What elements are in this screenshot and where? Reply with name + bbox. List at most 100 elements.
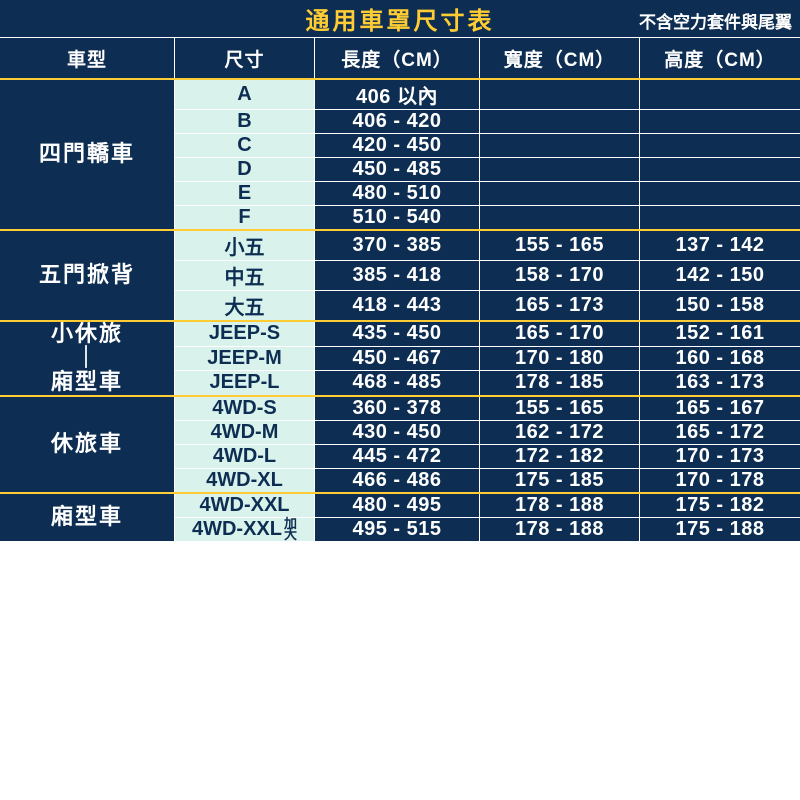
- height-cell: [640, 158, 800, 181]
- width-cell: 165 - 173: [480, 291, 640, 320]
- size-cell: 小五: [175, 231, 315, 260]
- width-cell: 178 - 188: [480, 494, 640, 517]
- header-width: 寬度（CM）: [480, 38, 640, 78]
- width-cell: 155 - 165: [480, 397, 640, 420]
- table-row: 小五370 - 385155 - 165137 - 142: [175, 231, 800, 261]
- table-body: 四門轎車A406 以內B406 - 420C420 - 450D450 - 48…: [0, 80, 800, 800]
- height-cell: [640, 134, 800, 157]
- size-cell: 4WD-S: [175, 397, 315, 420]
- group-rows: JEEP-S435 - 450165 - 170152 - 161JEEP-M4…: [175, 322, 800, 395]
- table-group: 五門掀背小五370 - 385155 - 165137 - 142中五385 -…: [0, 231, 800, 322]
- width-cell: 170 - 180: [480, 347, 640, 371]
- length-cell: 420 - 450: [315, 134, 480, 157]
- table-row: JEEP-L468 - 485178 - 185163 - 173: [175, 371, 800, 395]
- length-cell: 450 - 485: [315, 158, 480, 181]
- height-cell: 175 - 188: [640, 518, 800, 541]
- width-cell: 172 - 182: [480, 445, 640, 468]
- length-cell: 406 以內: [315, 80, 480, 109]
- table-row: 4WD-L445 - 472172 - 182170 - 173: [175, 445, 800, 469]
- size-cell: 大五: [175, 291, 315, 320]
- width-cell: [480, 134, 640, 157]
- header-length: 長度（CM）: [315, 38, 480, 78]
- length-cell: 468 - 485: [315, 371, 480, 395]
- size-cell: JEEP-S: [175, 322, 315, 346]
- header-vehicle-type: 車型: [0, 38, 175, 78]
- table-group: 四門轎車A406 以內B406 - 420C420 - 450D450 - 48…: [0, 80, 800, 231]
- width-cell: 158 - 170: [480, 261, 640, 290]
- height-cell: 175 - 182: [640, 494, 800, 517]
- length-cell: 510 - 540: [315, 206, 480, 229]
- table-row: 4WD-XXL480 - 495178 - 188175 - 182: [175, 494, 800, 518]
- width-cell: [480, 182, 640, 205]
- size-cell: 4WD-XXL: [175, 494, 315, 517]
- table-row: F510 - 540: [175, 206, 800, 229]
- width-cell: 162 - 172: [480, 421, 640, 444]
- group-rows: 4WD-S360 - 378155 - 165165 - 1674WD-M430…: [175, 397, 800, 492]
- length-cell: 435 - 450: [315, 322, 480, 346]
- height-cell: [640, 80, 800, 109]
- length-cell: 430 - 450: [315, 421, 480, 444]
- group-label: 五門掀背: [0, 231, 175, 320]
- width-cell: [480, 80, 640, 109]
- title-bar: 通用車罩尺寸表 不含空力套件與尾翼: [0, 0, 800, 38]
- size-cell: B: [175, 110, 315, 133]
- height-cell: [640, 206, 800, 229]
- height-cell: 160 - 168: [640, 347, 800, 371]
- group-label: 四門轎車: [0, 80, 175, 229]
- height-cell: 142 - 150: [640, 261, 800, 290]
- table-group: 休旅車4WD-S360 - 378155 - 165165 - 1674WD-M…: [0, 397, 800, 494]
- size-cell: 4WD-M: [175, 421, 315, 444]
- length-cell: 480 - 495: [315, 494, 480, 517]
- table-row: C420 - 450: [175, 134, 800, 158]
- height-cell: 137 - 142: [640, 231, 800, 260]
- length-cell: 495 - 515: [315, 518, 480, 541]
- group-rows: 4WD-XXL480 - 495178 - 188175 - 1824WD-XX…: [175, 494, 800, 541]
- table-row: 大五418 - 443165 - 173150 - 158: [175, 291, 800, 320]
- size-cell: D: [175, 158, 315, 181]
- table-row: 4WD-S360 - 378155 - 165165 - 167: [175, 397, 800, 421]
- size-cell: JEEP-L: [175, 371, 315, 395]
- width-cell: 178 - 188: [480, 518, 640, 541]
- table-group: 小休旅｜廂型車JEEP-S435 - 450165 - 170152 - 161…: [0, 322, 800, 397]
- size-cell: 中五: [175, 261, 315, 290]
- width-cell: [480, 158, 640, 181]
- subtitle-note: 不含空力套件與尾翼: [639, 8, 792, 33]
- table-row: 4WD-XL466 - 486175 - 185170 - 178: [175, 469, 800, 492]
- table-row: 中五385 - 418158 - 170142 - 150: [175, 261, 800, 291]
- length-cell: 445 - 472: [315, 445, 480, 468]
- width-cell: 178 - 185: [480, 371, 640, 395]
- height-cell: 165 - 172: [640, 421, 800, 444]
- height-cell: [640, 110, 800, 133]
- height-cell: 150 - 158: [640, 291, 800, 320]
- table-header: 車型 尺寸 長度（CM） 寬度（CM） 高度（CM）: [0, 38, 800, 80]
- width-cell: 175 - 185: [480, 469, 640, 492]
- table-row: A406 以內: [175, 80, 800, 110]
- group-label: 廂型車: [0, 494, 175, 541]
- size-cell: 4WD-L: [175, 445, 315, 468]
- table-row: 4WD-XXL加大495 - 515178 - 188175 - 188: [175, 518, 800, 541]
- table-row: 4WD-M430 - 450162 - 172165 - 172: [175, 421, 800, 445]
- width-cell: [480, 110, 640, 133]
- table-row: D450 - 485: [175, 158, 800, 182]
- length-cell: 450 - 467: [315, 347, 480, 371]
- group-label: 休旅車: [0, 397, 175, 492]
- size-cell: E: [175, 182, 315, 205]
- length-cell: 406 - 420: [315, 110, 480, 133]
- table-group: 廂型車4WD-XXL480 - 495178 - 188175 - 1824WD…: [0, 494, 800, 541]
- table-row: JEEP-S435 - 450165 - 170152 - 161: [175, 322, 800, 347]
- table-row: B406 - 420: [175, 110, 800, 134]
- size-cell: 4WD-XXL加大: [175, 518, 315, 541]
- length-cell: 418 - 443: [315, 291, 480, 320]
- length-cell: 360 - 378: [315, 397, 480, 420]
- height-cell: 165 - 167: [640, 397, 800, 420]
- height-cell: 170 - 178: [640, 469, 800, 492]
- group-rows: A406 以內B406 - 420C420 - 450D450 - 485E48…: [175, 80, 800, 229]
- width-cell: 165 - 170: [480, 322, 640, 346]
- height-cell: [640, 182, 800, 205]
- size-cell: A: [175, 80, 315, 109]
- length-cell: 370 - 385: [315, 231, 480, 260]
- size-cell: F: [175, 206, 315, 229]
- height-cell: 152 - 161: [640, 322, 800, 346]
- width-cell: 155 - 165: [480, 231, 640, 260]
- height-cell: 170 - 173: [640, 445, 800, 468]
